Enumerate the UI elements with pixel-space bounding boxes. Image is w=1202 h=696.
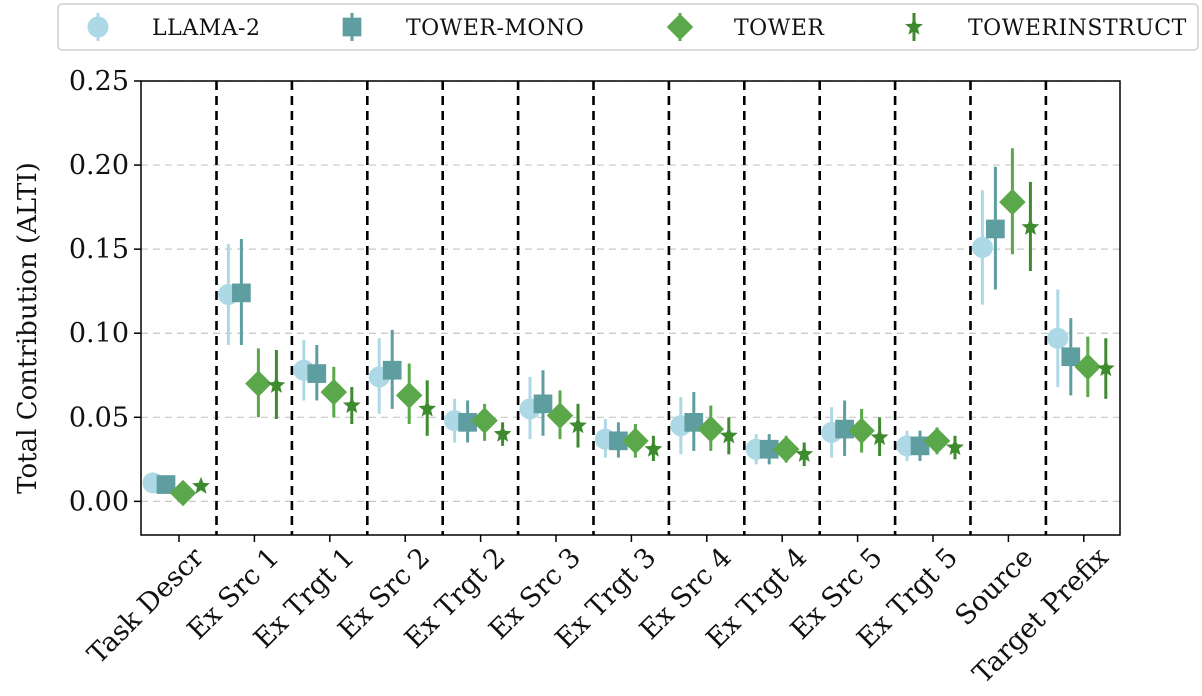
legend-marker-towerinstruct [905, 17, 923, 35]
point-towerinstruct [569, 416, 587, 434]
x-tick-label: Task Descr [82, 542, 210, 670]
point-tower [622, 427, 649, 455]
legend-label: TOWER-MONO [406, 16, 584, 41]
point-llama-2 [1047, 327, 1069, 349]
point-tower [772, 435, 800, 463]
point-tower [245, 370, 272, 397]
point-tower [546, 402, 574, 429]
y-axis-label: Total Contribution (ALTI) [13, 162, 43, 494]
point-tower-mono [533, 394, 553, 414]
point-tower [999, 188, 1026, 216]
legend-marker-llama-2 [87, 16, 109, 38]
y-tick-label: 0.10 [69, 318, 129, 349]
y-tick-label: 0.15 [69, 234, 129, 265]
point-tower-mono [1061, 347, 1081, 367]
legend-label: TOWER [734, 16, 825, 41]
legend-marker-tower [666, 13, 694, 41]
point-tower-mono [232, 283, 251, 303]
y-tick-label: 0.20 [69, 150, 129, 181]
point-tower [395, 382, 423, 409]
point-tower [848, 417, 875, 445]
y-tick-label: 0.25 [69, 66, 129, 97]
legend-marker-tower-mono [342, 17, 362, 37]
y-tick-label: 0.05 [69, 402, 129, 433]
plot-frame [140, 80, 1121, 536]
point-towerinstruct [418, 399, 437, 417]
point-towerinstruct [795, 444, 814, 462]
point-tower [923, 427, 951, 455]
point-towerinstruct [192, 476, 210, 494]
point-tower-mono [156, 475, 176, 494]
point-tower [1074, 353, 1102, 381]
point-tower-mono [382, 360, 402, 380]
point-tower-mono [307, 364, 327, 383]
x-tick-label: Target Prefix [967, 542, 1115, 690]
point-tower-mono [986, 219, 1005, 239]
point-tower-mono [684, 412, 704, 432]
point-tower-mono [835, 419, 854, 439]
category-separators [215, 81, 1048, 535]
point-tower [169, 479, 197, 507]
point-tower [471, 407, 498, 434]
point-towerinstruct [493, 424, 512, 442]
legend-label: TOWERINSTRUCT [968, 16, 1187, 41]
point-tower-mono [609, 431, 628, 451]
point-towerinstruct [1096, 359, 1115, 377]
point-tower-mono [458, 412, 477, 432]
point-tower [697, 415, 725, 443]
point-towerinstruct [719, 426, 738, 444]
point-tower-mono [759, 439, 779, 459]
legend: LLAMA-2 TOWER-MONO TOWER TOWERINSTRUCT [57, 3, 1199, 51]
point-llama-2 [971, 236, 993, 259]
point-tower [320, 378, 348, 406]
point-towerinstruct [267, 376, 286, 393]
point-towerinstruct [1021, 217, 1040, 235]
data-marks [142, 148, 1115, 507]
legend-label: LLAMA-2 [152, 16, 260, 41]
point-towerinstruct [870, 428, 889, 445]
point-towerinstruct [644, 439, 663, 457]
y-tick-label: 0.00 [69, 486, 129, 517]
point-towerinstruct [946, 438, 964, 456]
point-towerinstruct [342, 396, 361, 414]
